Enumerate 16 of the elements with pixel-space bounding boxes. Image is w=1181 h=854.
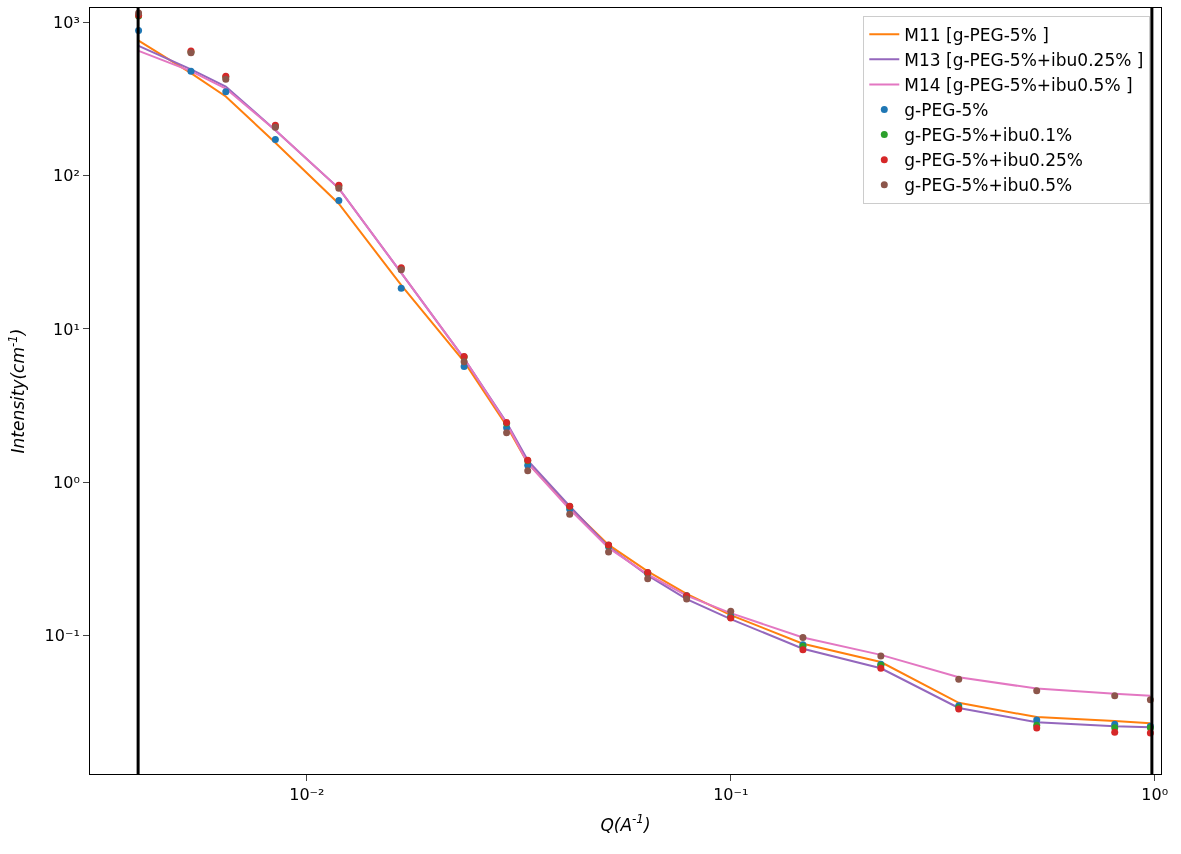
y-tick-label: 10⁻¹ bbox=[44, 626, 80, 646]
y-tick-label: 10³ bbox=[53, 12, 80, 32]
legend-label: M14 [g-PEG-5%+ibu0.5% ] bbox=[904, 75, 1133, 96]
legend-label: g-PEG-5%+ibu0.1% bbox=[904, 125, 1073, 146]
legend-label: g-PEG-5%+ibu0.5% bbox=[904, 175, 1073, 196]
x-tick-label: 10⁻¹ bbox=[713, 785, 749, 805]
y-tick-label: 10² bbox=[53, 166, 80, 186]
legend-label: M11 [g-PEG-5% ] bbox=[904, 24, 1049, 45]
legend-label: M13 [g-PEG-5%+ibu0.25% ] bbox=[904, 49, 1144, 70]
x-tick-label: 10⁰ bbox=[1141, 785, 1169, 805]
legend-label: g-PEG-5%+ibu0.25% bbox=[904, 150, 1084, 171]
x-axis-title: Q(A$^{-1}$) bbox=[600, 812, 651, 835]
legend-label: g-PEG-5% bbox=[904, 100, 989, 121]
y-tick-label: 10⁰ bbox=[53, 472, 80, 492]
y-tick-label: 10¹ bbox=[53, 319, 80, 339]
x-tick-label: 10⁻² bbox=[289, 785, 325, 805]
